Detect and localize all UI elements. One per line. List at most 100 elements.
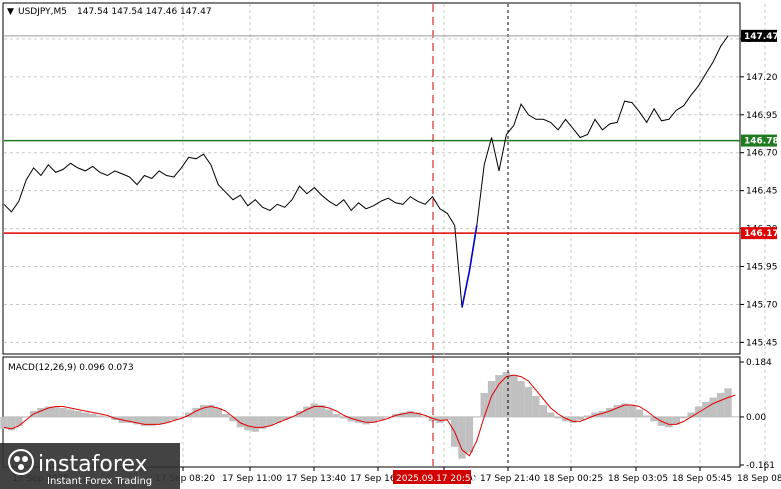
watermark-bg bbox=[0, 443, 180, 489]
macd-bar bbox=[354, 416, 363, 423]
macd-bar bbox=[369, 416, 378, 423]
macd-bar bbox=[406, 411, 414, 417]
macd-tick-label: 0.184 bbox=[746, 358, 772, 368]
macd-bar bbox=[635, 409, 644, 417]
macd-bar bbox=[15, 416, 23, 426]
highlight-time-tag: 2025.09.17 20:55 bbox=[396, 474, 476, 484]
macd-bar bbox=[125, 416, 134, 423]
price-tag-label: 147.47 bbox=[744, 32, 779, 42]
x-tick-label: 18 Sep 05:45 bbox=[672, 474, 732, 484]
x-tick-label: 18 Sep 08:25 bbox=[737, 474, 781, 484]
y-tick-label: 147.20 bbox=[746, 73, 778, 83]
y-tick-label: 145.95 bbox=[746, 263, 778, 273]
macd-bar bbox=[74, 411, 82, 417]
macd-bar bbox=[428, 416, 437, 422]
macd-bar bbox=[539, 405, 547, 417]
macd-bar bbox=[192, 408, 200, 417]
macd-bar bbox=[465, 416, 474, 453]
macd-bar bbox=[436, 416, 444, 423]
macd-bar bbox=[547, 412, 555, 417]
macd-bar bbox=[52, 406, 60, 417]
price-tag-label: 146.17 bbox=[744, 229, 779, 239]
macd-bar bbox=[37, 408, 45, 417]
macd-title: MACD(12,26,9) 0.096 0.073 bbox=[8, 363, 134, 373]
watermark-tagline: Instant Forex Trading bbox=[47, 476, 152, 487]
macd-bar bbox=[266, 416, 274, 426]
x-tick-label: 17 Sep 08:20 bbox=[155, 474, 215, 484]
macd-bar bbox=[347, 416, 355, 422]
macd-signal-line bbox=[3, 374, 736, 457]
macd-bar bbox=[81, 412, 89, 417]
macd-bar bbox=[273, 416, 282, 423]
macd-axis: 0.184 0.00 -0.161 bbox=[740, 358, 775, 471]
macd-bar bbox=[576, 416, 584, 420]
y-tick-label: 146.45 bbox=[746, 187, 778, 197]
macd-bar bbox=[229, 416, 237, 422]
macd-bar bbox=[310, 403, 318, 417]
price-line-blue-segment bbox=[461, 225, 478, 308]
macd-bar bbox=[517, 381, 525, 417]
macd-tick-label: 0.00 bbox=[746, 413, 766, 423]
macd-bar bbox=[524, 387, 533, 417]
x-tick-label: 17 Sep 16:20 bbox=[350, 474, 410, 484]
macd-bar bbox=[295, 411, 304, 417]
macd-bar bbox=[510, 375, 518, 417]
macd-bar bbox=[251, 416, 259, 432]
price-tag-bg bbox=[741, 227, 777, 240]
y-tick-label: 146.70 bbox=[746, 149, 778, 159]
macd-bar bbox=[362, 416, 370, 425]
x-tick-label: 18 Sep 00:25 bbox=[543, 474, 603, 484]
macd-bar bbox=[214, 408, 222, 417]
y-tick-label: 145.70 bbox=[746, 300, 778, 310]
x-tick-label: 17 Sep 21:40 bbox=[480, 474, 540, 484]
macd-bar bbox=[303, 406, 311, 417]
macd-bar bbox=[650, 416, 658, 422]
price-tag-bg bbox=[741, 29, 777, 42]
price-panel-frame bbox=[2, 2, 741, 355]
macd-bar bbox=[340, 416, 348, 419]
y-tick-label: 145.45 bbox=[746, 338, 778, 348]
watermark-logo-icon bbox=[8, 449, 34, 475]
macd-bar bbox=[443, 416, 451, 420]
chart-symbol: USDJPY,M5 bbox=[18, 7, 67, 17]
macd-bar bbox=[672, 416, 680, 425]
price-axis: 147.45147.20146.95146.70146.45146.20145.… bbox=[740, 35, 778, 348]
macd-bar bbox=[532, 396, 540, 417]
macd-bar bbox=[702, 402, 710, 417]
macd-bar bbox=[0, 416, 8, 429]
macd-bar bbox=[244, 416, 252, 431]
macd-bar bbox=[583, 415, 592, 417]
macd-bar bbox=[480, 393, 488, 417]
macd-bar bbox=[554, 416, 562, 419]
macd-bar bbox=[170, 416, 178, 420]
macd-bar bbox=[133, 416, 141, 425]
macd-bar bbox=[236, 416, 245, 428]
chart-header-arrow: ▼ bbox=[7, 7, 14, 17]
macd-bar bbox=[680, 416, 688, 419]
macd-bar bbox=[377, 416, 385, 420]
macd-bar bbox=[709, 397, 717, 417]
macd-bar bbox=[148, 416, 156, 426]
highlight-time-tag-bg bbox=[393, 470, 471, 484]
price-tag-bg bbox=[741, 134, 777, 147]
macd-bar bbox=[598, 411, 607, 417]
macd-bar bbox=[399, 412, 407, 417]
macd-bar bbox=[318, 405, 326, 417]
price-tag-label: 146.78 bbox=[744, 137, 779, 147]
macd-bar bbox=[89, 413, 97, 417]
macd-bar bbox=[162, 416, 171, 423]
macd-bar bbox=[620, 403, 629, 417]
macd-bar bbox=[502, 372, 511, 417]
macd-bar bbox=[332, 413, 341, 417]
macd-bar bbox=[7, 416, 16, 431]
macd-bar bbox=[221, 413, 230, 417]
macd-bar bbox=[207, 405, 215, 417]
macd-bar bbox=[606, 408, 614, 417]
macd-bar bbox=[185, 412, 193, 417]
macd-bar bbox=[613, 405, 621, 417]
watermark-brand: instaforex bbox=[38, 452, 148, 477]
price-tags: 146.78 146.17 147.47 bbox=[741, 29, 779, 240]
macd-bar bbox=[59, 408, 67, 417]
macd-bar bbox=[66, 409, 75, 417]
